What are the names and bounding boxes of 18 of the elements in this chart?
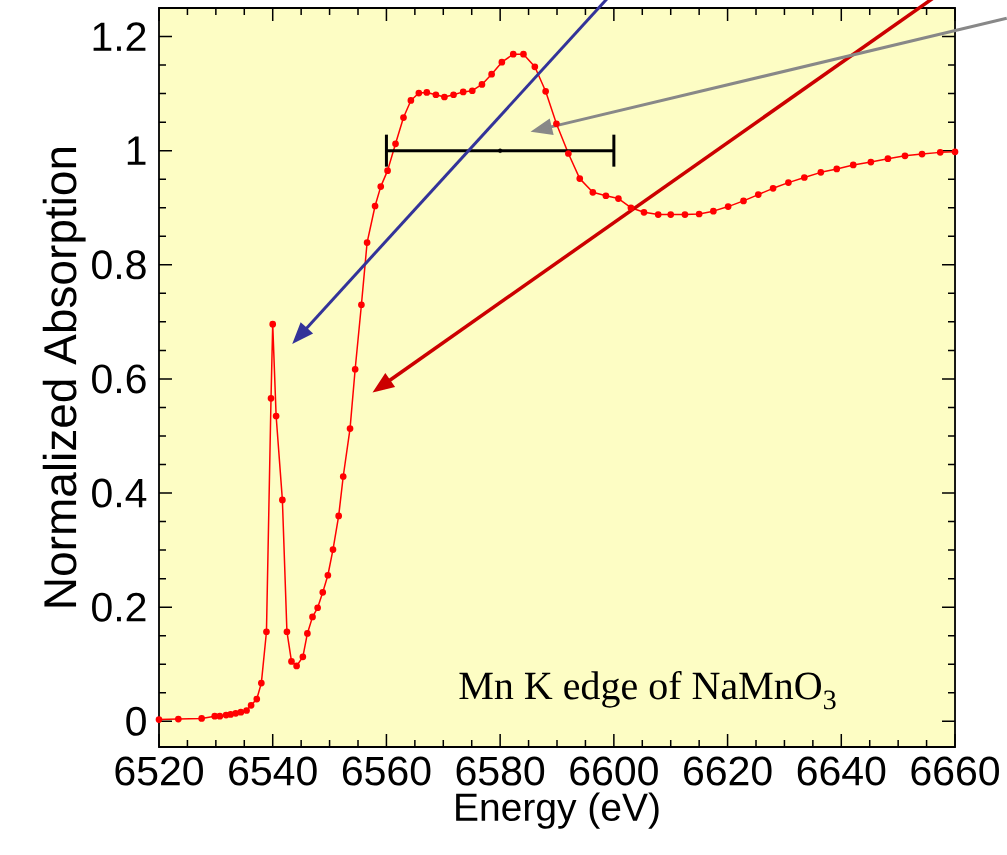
y-tick-label: 1: [127, 136, 146, 165]
x-tick-label: 6580: [456, 756, 545, 786]
y-tick-label: 0: [126, 706, 146, 736]
annotation: Mn K edge of NaMnO$_{3}$: [459, 670, 836, 710]
x-tick-label: 6640: [797, 756, 886, 786]
x-tick-label: 6600: [570, 756, 658, 786]
y-tick-label: 0.8: [92, 250, 146, 280]
x-axis-title: Energy (eV): [456, 792, 659, 829]
x-tick-label: 6560: [342, 756, 431, 786]
x-tick-label: 6520: [115, 756, 203, 786]
x-tick-label: 6660: [911, 756, 999, 786]
x-tick-label: 6540: [229, 756, 317, 786]
y-axis-title: Normalized Absorption: [42, 147, 86, 607]
y-tick-label: 0.4: [92, 478, 147, 508]
y-tick-label: 1.2: [93, 22, 146, 51]
y-tick-label: 0.2: [92, 592, 146, 622]
y-tick-label: 0.6: [92, 364, 146, 394]
x-tick-label: 6620: [684, 756, 772, 786]
